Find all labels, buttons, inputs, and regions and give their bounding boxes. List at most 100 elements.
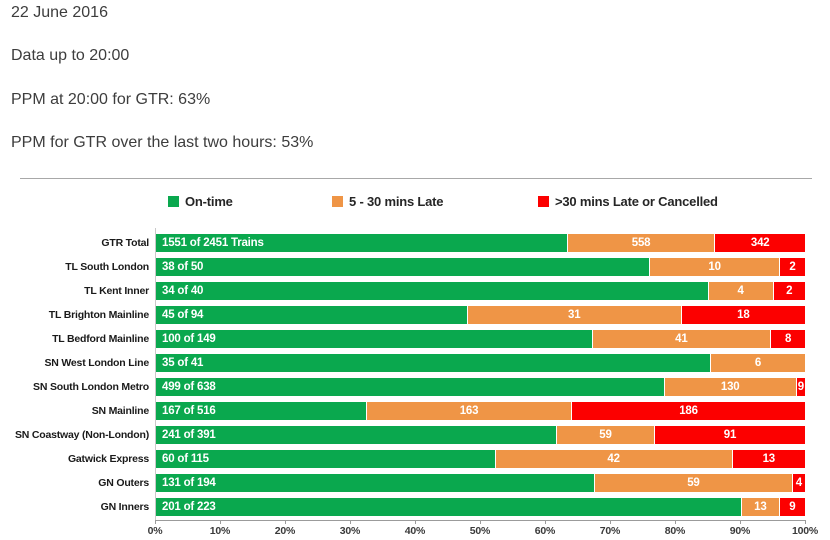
bar-track: 167 of 516 163 186	[156, 402, 805, 420]
legend-item: On-time	[168, 193, 233, 209]
on-time-segment: 34 of 40	[156, 282, 708, 300]
chart-row: SN West London Line 35 of 41 6	[0, 354, 830, 372]
row-label: SN West London Line	[44, 357, 149, 369]
segment-value-label: 4	[795, 477, 802, 489]
x-axis-tick-label: 100%	[791, 525, 819, 537]
row-label: SN South London Metro	[33, 381, 149, 393]
bar-track: 201 of 223 13 9	[156, 498, 805, 516]
x-axis-tick-label: 10%	[209, 525, 231, 537]
section-divider	[20, 178, 812, 179]
bar-track: 100 of 149 41 8	[156, 330, 805, 348]
very-late-segment: 13	[731, 450, 805, 468]
chart-row: GTR Total 1551 of 2451 Trains 558 342	[0, 234, 830, 252]
bar-track: 241 of 391 59 91	[156, 426, 805, 444]
x-axis-tick-label: 90%	[729, 525, 751, 537]
x-axis-tick	[415, 520, 416, 524]
legend-label: On-time	[185, 193, 233, 209]
on-time-segment: 60 of 115	[156, 450, 495, 468]
segment-value-label: 167 of 516	[162, 405, 216, 417]
chart-row: SN Mainline 167 of 516 163 186	[0, 402, 830, 420]
legend-label: 5 - 30 mins Late	[349, 193, 444, 209]
segment-value-label: 2	[789, 261, 796, 273]
segment-value-label: 60 of 115	[162, 453, 209, 465]
late-segment: 558	[566, 234, 715, 252]
segment-value-label: 4	[737, 285, 744, 297]
on-time-segment: 499 of 638	[156, 378, 664, 396]
late-segment: 130	[663, 378, 796, 396]
row-label: GN Outers	[98, 477, 149, 489]
chart-row: TL Kent Inner 34 of 40 4 2	[0, 282, 830, 300]
very-late-segment: 186	[571, 402, 805, 420]
segment-value-label: 13	[762, 453, 776, 465]
segment-value-label: 38 of 50	[162, 261, 204, 273]
legend-item: >30 mins Late or Cancelled	[538, 193, 718, 209]
chart-row: TL Brighton Mainline 45 of 94 31 18	[0, 306, 830, 324]
bar-track: 499 of 638 130 9	[156, 378, 805, 396]
segment-value-label: 186	[679, 405, 698, 417]
segment-value-label: 499 of 638	[162, 381, 216, 393]
segment-value-label: 59	[599, 429, 612, 441]
late-segment: 59	[556, 426, 654, 444]
x-axis-tick	[610, 520, 611, 524]
row-label: Gatwick Express	[67, 453, 149, 465]
segment-value-label: 342	[750, 237, 770, 249]
segment-value-label: 100 of 149	[162, 333, 216, 345]
report-data-up-to: Data up to 20:00	[11, 47, 130, 64]
segment-value-label: 34 of 40	[162, 285, 204, 297]
chart-row: TL South London 38 of 50 10 2	[0, 258, 830, 276]
x-axis-tick-label: 70%	[599, 525, 621, 537]
late-segment: 42	[494, 450, 732, 468]
x-axis-tick-label: 20%	[274, 525, 296, 537]
segment-value-label: 241 of 391	[162, 429, 216, 441]
row-label: TL Kent Inner	[84, 285, 149, 297]
segment-value-label: 41	[675, 333, 688, 345]
late-segment: 31	[466, 306, 681, 324]
legend-swatch-icon	[168, 195, 179, 207]
row-label: GN Inners	[100, 501, 150, 513]
segment-value-label: 45 of 94	[162, 309, 204, 321]
segment-value-label: 131 of 194	[162, 477, 216, 489]
chart-y-axis-line	[155, 228, 156, 520]
very-late-segment: 8	[770, 330, 805, 348]
segment-value-label: 201 of 223	[162, 501, 216, 513]
on-time-segment: 131 of 194	[156, 474, 595, 492]
segment-value-label: 59	[687, 477, 700, 489]
segment-value-label: 91	[723, 429, 737, 441]
bar-track: 60 of 115 42 13	[156, 450, 805, 468]
x-axis-tick	[220, 520, 221, 524]
x-axis-tick	[675, 520, 676, 524]
on-time-segment: 1551 of 2451 Trains	[156, 234, 567, 252]
x-axis-tick	[480, 520, 481, 524]
very-late-segment: 2	[779, 258, 805, 276]
legend-item: 5 - 30 mins Late	[332, 193, 444, 209]
row-label: TL Bedford Mainline	[52, 333, 149, 345]
very-late-segment: 18	[680, 306, 805, 324]
on-time-segment: 38 of 50	[156, 258, 650, 276]
segment-value-label: 18	[737, 309, 750, 321]
late-segment: 10	[649, 258, 780, 276]
bar-track: 34 of 40 4 2	[156, 282, 805, 300]
report-ppm-two-hours: PPM for GTR over the last two hours: 53%	[11, 134, 314, 151]
segment-value-label: 10	[708, 261, 721, 273]
segment-value-label: 42	[607, 453, 620, 465]
segment-value-label: 8	[784, 333, 792, 345]
on-time-segment: 167 of 516	[156, 402, 367, 420]
row-label: SN Coastway (Non-London)	[14, 429, 149, 441]
late-segment: 13	[740, 498, 779, 516]
segment-value-label: 9	[797, 381, 804, 393]
late-segment: 41	[591, 330, 771, 348]
chart-row: GN Inners 201 of 223 13 9	[0, 498, 830, 516]
bar-track: 45 of 94 31 18	[156, 306, 805, 324]
very-late-segment: 91	[653, 426, 805, 444]
segment-value-label: 1551 of 2451 Trains	[162, 237, 264, 249]
segment-value-label: 31	[568, 309, 581, 321]
x-axis-tick-label: 60%	[534, 525, 556, 537]
legend-label: >30 mins Late or Cancelled	[555, 193, 718, 209]
x-axis-tick	[155, 520, 156, 524]
on-time-segment: 35 of 41	[156, 354, 711, 372]
row-label: TL South London	[65, 261, 149, 273]
very-late-segment: 2	[772, 282, 805, 300]
late-segment: 163	[366, 402, 572, 420]
late-segment: 4	[707, 282, 773, 300]
